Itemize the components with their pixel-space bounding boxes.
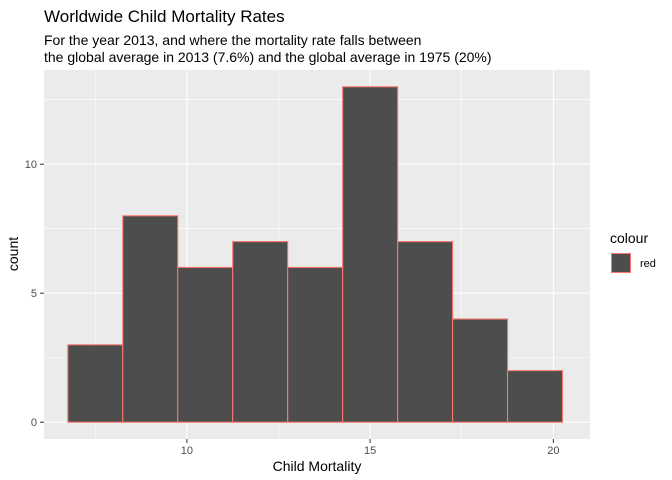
- legend-label-red: red: [640, 258, 656, 270]
- x-axis-title: Child Mortality: [273, 458, 362, 474]
- x-tick-label: 15: [364, 445, 376, 457]
- y-tick-label: 5: [31, 288, 37, 300]
- x-tick-label: 10: [181, 445, 193, 457]
- y-tick-label: 0: [31, 417, 37, 429]
- histogram-bar-5: [287, 266, 344, 423]
- legend-title: colour: [610, 230, 648, 246]
- x-axis: 10 15 20: [181, 439, 559, 457]
- histogram-bar-9: [507, 370, 564, 423]
- histogram-bar-6: [342, 86, 399, 423]
- y-axis: 0 5 10: [25, 159, 44, 429]
- chart-title: Worldwide Child Mortality Rates: [44, 7, 285, 26]
- legend: colour red: [610, 230, 656, 274]
- histogram-bar-7: [397, 241, 454, 423]
- legend-swatch-red: [611, 253, 631, 273]
- histogram-bar-3: [177, 266, 234, 423]
- y-tick-label: 10: [25, 159, 37, 171]
- y-axis-title: count: [5, 237, 21, 271]
- histogram-bar-4: [232, 241, 289, 423]
- histogram-bar-1: [67, 344, 124, 423]
- histogram-bars: [67, 86, 564, 423]
- histogram-bar-2: [122, 215, 179, 423]
- x-tick-label: 20: [547, 445, 559, 457]
- chart-subtitle-line-1: For the year 2013, and where the mortali…: [44, 32, 421, 48]
- chart-subtitle-line-2: the global average in 2013 (7.6%) and th…: [44, 49, 492, 65]
- histogram-bar-8: [452, 318, 509, 423]
